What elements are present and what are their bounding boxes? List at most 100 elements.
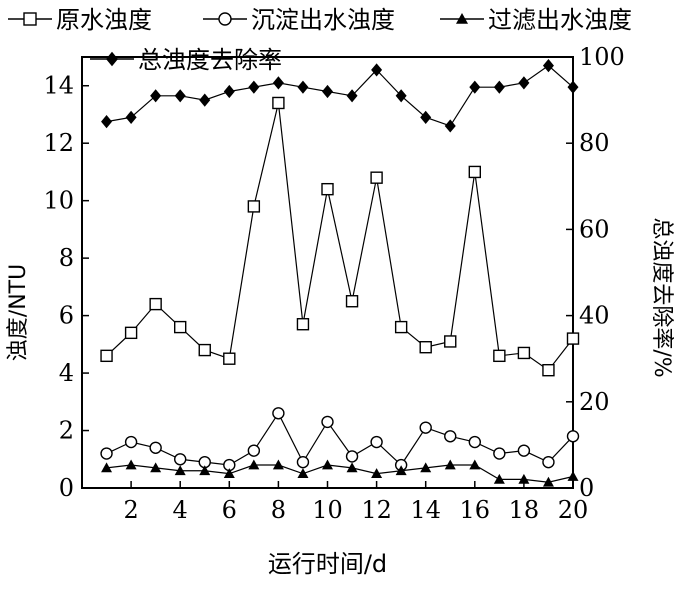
x-tick-label: 18 bbox=[509, 496, 540, 524]
series-line bbox=[106, 464, 574, 483]
data-point bbox=[322, 84, 333, 99]
x-tick-label: 12 bbox=[361, 496, 392, 524]
data-point bbox=[272, 76, 284, 90]
data-point bbox=[370, 171, 383, 184]
data-point bbox=[322, 459, 333, 470]
data-point bbox=[468, 165, 481, 179]
data-point bbox=[444, 459, 456, 470]
legend-item: 总浊度去除率 bbox=[90, 46, 282, 74]
legend-marker bbox=[106, 51, 118, 67]
data-point bbox=[566, 332, 580, 345]
data-point bbox=[223, 468, 235, 479]
data-point bbox=[371, 63, 383, 77]
data-point bbox=[124, 326, 138, 340]
legend-marker bbox=[23, 12, 37, 26]
y-left-tick-label: 2 bbox=[59, 417, 74, 445]
series-1 bbox=[100, 96, 580, 377]
data-point bbox=[247, 444, 261, 457]
data-point bbox=[223, 352, 236, 365]
data-point bbox=[444, 335, 457, 348]
data-point bbox=[345, 295, 359, 308]
legend-label: 过滤出水浊度 bbox=[488, 6, 632, 34]
x-tick-label: 20 bbox=[558, 496, 589, 524]
legend-label: 原水浊度 bbox=[56, 6, 152, 34]
y-left-tick-label: 10 bbox=[43, 187, 74, 215]
data-point bbox=[370, 435, 383, 449]
y-left-tick-label: 8 bbox=[59, 244, 74, 272]
data-point bbox=[125, 459, 137, 470]
x-tick-label: 2 bbox=[123, 496, 138, 524]
y-left-tick-label: 0 bbox=[59, 474, 74, 502]
data-point bbox=[173, 453, 187, 466]
series-2 bbox=[100, 407, 580, 472]
data-point bbox=[566, 430, 580, 443]
y-left-tick-label: 4 bbox=[59, 359, 74, 387]
y-right-tick-label: 40 bbox=[579, 302, 610, 330]
data-point bbox=[173, 320, 187, 334]
data-point bbox=[517, 444, 531, 457]
data-point bbox=[542, 59, 554, 73]
series-3 bbox=[101, 459, 579, 487]
data-point bbox=[198, 343, 211, 357]
data-point bbox=[248, 80, 260, 94]
data-point bbox=[101, 462, 113, 473]
data-point bbox=[346, 89, 358, 103]
data-point bbox=[542, 455, 555, 469]
data-point bbox=[272, 459, 284, 470]
data-point bbox=[395, 465, 407, 476]
legend-label: 总浊度去除率 bbox=[138, 46, 282, 74]
data-point bbox=[420, 462, 432, 473]
data-point bbox=[100, 349, 113, 363]
data-point bbox=[174, 465, 186, 476]
legend-item: 沉淀出水浊度 bbox=[203, 6, 395, 34]
data-point bbox=[150, 89, 162, 103]
x-axis-label: 运行时间/d bbox=[268, 550, 387, 578]
data-point bbox=[199, 93, 211, 107]
data-point bbox=[371, 468, 383, 479]
data-point bbox=[345, 450, 359, 463]
legend-item: 原水浊度 bbox=[8, 6, 152, 34]
data-point bbox=[567, 80, 579, 94]
y-right-tick-label: 60 bbox=[579, 215, 610, 243]
data-point bbox=[321, 182, 334, 196]
data-point bbox=[469, 459, 481, 470]
data-point bbox=[419, 341, 432, 354]
data-point bbox=[247, 200, 261, 213]
x-tick-label: 4 bbox=[173, 496, 188, 524]
data-point bbox=[394, 320, 408, 334]
data-point bbox=[518, 473, 530, 484]
x-tick-label: 8 bbox=[271, 496, 286, 524]
data-point bbox=[100, 447, 113, 460]
y-left-tick-label: 14 bbox=[43, 72, 74, 100]
data-point bbox=[272, 407, 285, 420]
legend-marker bbox=[218, 12, 232, 26]
series-4 bbox=[101, 59, 579, 133]
data-point bbox=[223, 84, 235, 99]
data-point bbox=[149, 297, 162, 311]
x-tick-label: 6 bbox=[222, 496, 237, 524]
y-right-tick-label: 100 bbox=[579, 43, 625, 71]
data-point bbox=[124, 435, 138, 449]
data-point bbox=[248, 459, 260, 470]
data-point bbox=[542, 363, 555, 377]
data-point bbox=[395, 89, 407, 103]
data-point bbox=[444, 119, 456, 133]
data-point bbox=[296, 455, 310, 469]
data-point bbox=[567, 471, 579, 481]
y-axis-label-right: 总浊度去除率/% bbox=[649, 217, 674, 377]
data-point bbox=[493, 80, 505, 94]
y-left-tick-label: 6 bbox=[59, 302, 74, 330]
y-right-tick-label: 20 bbox=[579, 388, 610, 416]
data-point bbox=[468, 435, 481, 449]
legend-item: 过滤出水浊度 bbox=[440, 6, 632, 34]
data-point bbox=[493, 473, 505, 484]
data-point bbox=[199, 465, 211, 476]
data-point bbox=[420, 110, 432, 124]
series-layer bbox=[100, 59, 580, 487]
data-point bbox=[272, 96, 285, 110]
data-point bbox=[493, 447, 506, 460]
legend-marker bbox=[456, 13, 468, 24]
